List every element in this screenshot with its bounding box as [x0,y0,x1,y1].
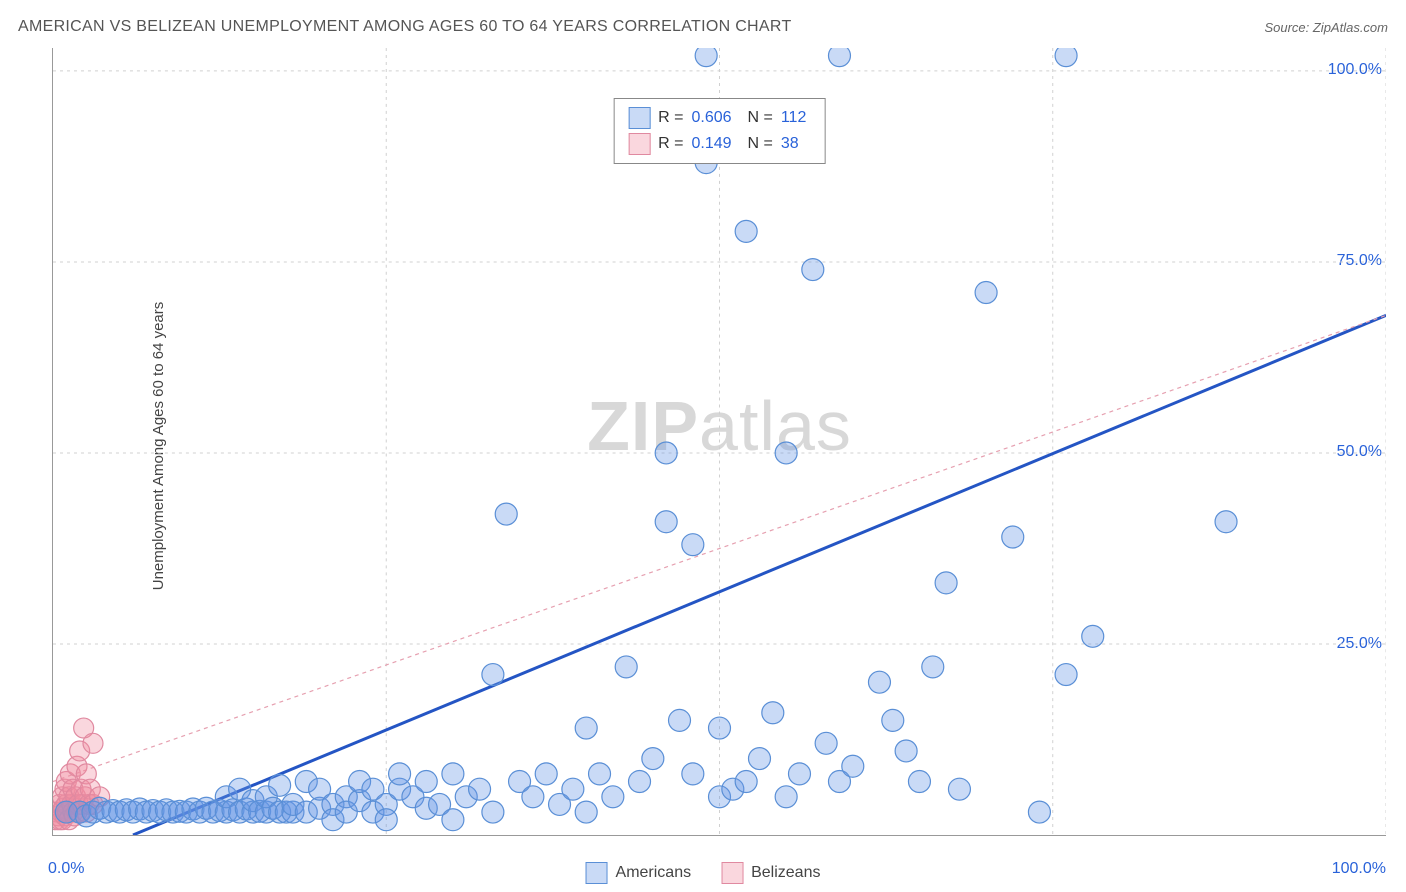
source-name: ZipAtlas.com [1313,20,1388,35]
n-value: 38 [781,135,811,153]
r-value: 0.149 [692,135,740,153]
n-value: 112 [781,109,811,127]
series-legend: Americans Belizeans [586,862,821,884]
x-tick-label-max: 100.0% [1332,860,1386,878]
n-label: N = [748,135,773,153]
correlation-legend: R = 0.606 N = 112 R = 0.149 N = 38 [613,98,826,164]
series-legend-item: Americans [586,862,692,884]
chart-source: Source: ZipAtlas.com [1264,20,1388,35]
legend-swatch-belizeans [628,133,650,155]
legend-swatch-belizeans [721,862,743,884]
source-prefix: Source: [1264,20,1312,35]
series-legend-label: Belizeans [751,864,820,882]
series-legend-item: Belizeans [721,862,820,884]
correlation-legend-row: R = 0.606 N = 112 [628,105,811,131]
r-label: R = [658,109,683,127]
r-value: 0.606 [692,109,740,127]
plot-svg [53,48,1386,835]
chart-title: AMERICAN VS BELIZEAN UNEMPLOYMENT AMONG … [18,18,792,36]
chart-container: AMERICAN VS BELIZEAN UNEMPLOYMENT AMONG … [0,0,1406,892]
n-label: N = [748,109,773,127]
series-legend-label: Americans [616,864,692,882]
legend-swatch-americans [586,862,608,884]
r-label: R = [658,135,683,153]
correlation-legend-row: R = 0.149 N = 38 [628,131,811,157]
legend-swatch-americans [628,107,650,129]
plot-area: ZIPatlas R = 0.606 N = 112 R = 0.149 N =… [52,48,1386,836]
x-tick-label-min: 0.0% [48,860,84,878]
chart-header: AMERICAN VS BELIZEAN UNEMPLOYMENT AMONG … [18,18,1388,36]
